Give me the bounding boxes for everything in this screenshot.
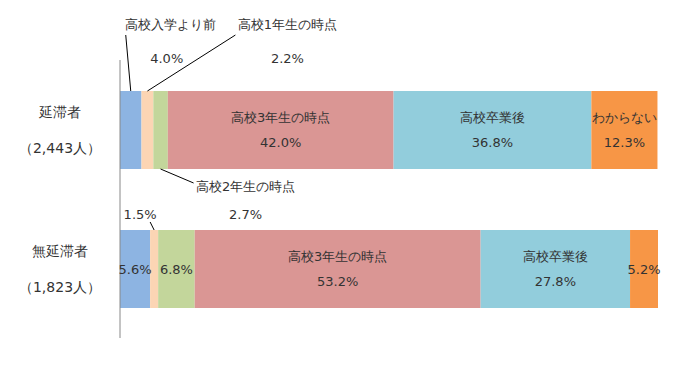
svg-text:2.7%: 2.7% (229, 207, 262, 222)
svg-text:高校卒業後: 高校卒業後 (460, 110, 525, 125)
svg-text:高校入学より前: 高校入学より前 (125, 17, 216, 32)
svg-text:42.0%: 42.0% (260, 135, 301, 150)
svg-text:高校3年生の時点: 高校3年生の時点 (288, 249, 387, 264)
svg-text:わからない: わからない (592, 110, 657, 125)
svg-text:高校3年生の時点: 高校3年生の時点 (231, 110, 330, 125)
svg-text:5.2%: 5.2% (628, 262, 661, 277)
svg-text:12.3%: 12.3% (604, 135, 645, 150)
svg-text:高校1年生の時点: 高校1年生の時点 (238, 17, 337, 32)
svg-text:53.2%: 53.2% (317, 274, 358, 289)
svg-text:27.8%: 27.8% (535, 274, 576, 289)
svg-text:36.8%: 36.8% (472, 135, 513, 150)
svg-text:延滞者: 延滞者 (38, 104, 81, 120)
svg-text:（1,823人）: （1,823人） (19, 279, 101, 295)
svg-text:高校卒業後: 高校卒業後 (523, 249, 588, 264)
svg-text:1.5%: 1.5% (124, 207, 157, 222)
svg-text:（2,443人）: （2,443人） (19, 140, 101, 156)
svg-text:2.2%: 2.2% (271, 51, 304, 66)
svg-text:高校2年生の時点: 高校2年生の時点 (196, 179, 295, 194)
svg-text:無延滞者: 無延滞者 (32, 243, 88, 259)
svg-text:5.6%: 5.6% (119, 262, 152, 277)
svg-text:6.8%: 6.8% (160, 262, 193, 277)
svg-text:4.0%: 4.0% (150, 51, 183, 66)
